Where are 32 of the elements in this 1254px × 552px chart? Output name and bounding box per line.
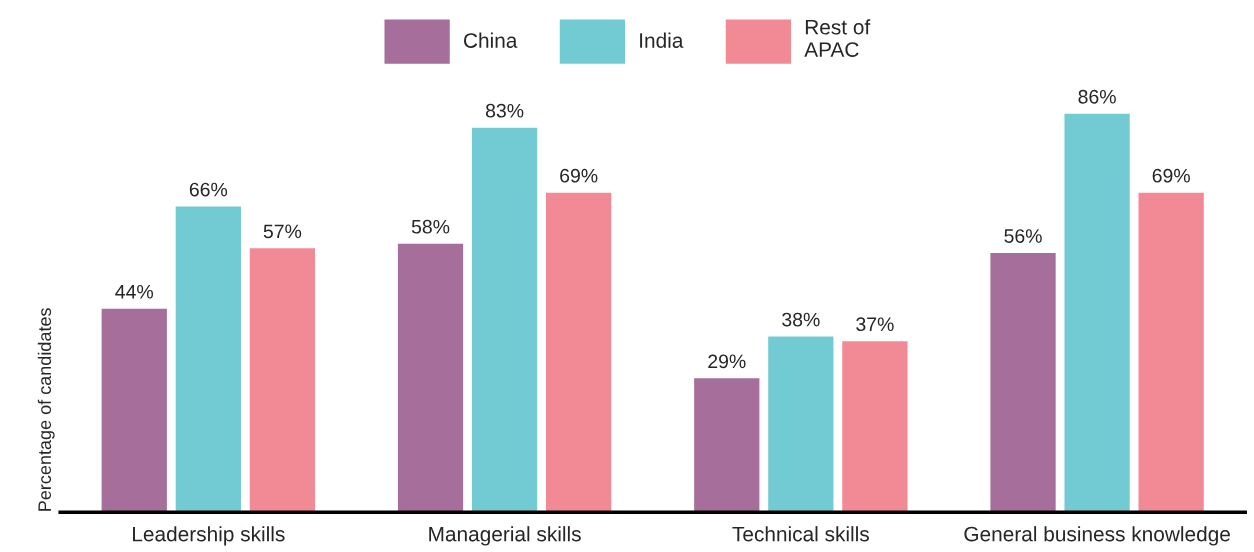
data-label: 38% xyxy=(782,312,820,327)
data-label: 56% xyxy=(1004,229,1042,243)
bar xyxy=(1137,191,1206,513)
bar xyxy=(989,251,1058,513)
bar xyxy=(544,191,613,513)
data-label: 83% xyxy=(485,103,524,118)
bar xyxy=(100,307,169,513)
data-label: 69% xyxy=(1152,168,1190,183)
y-axis-title: Percentage of candidates xyxy=(37,308,55,511)
bar xyxy=(248,246,317,513)
x-tick-label: Leadership skills xyxy=(133,526,285,546)
data-label: 29% xyxy=(708,354,746,369)
bar xyxy=(396,242,465,513)
bar xyxy=(174,205,243,513)
x-tick-label: Managerial skills xyxy=(429,526,581,546)
legend-label: China xyxy=(464,32,518,48)
x-tick-label: Technical skills xyxy=(732,526,869,542)
legend-label: India xyxy=(640,32,684,48)
data-label: 58% xyxy=(411,219,450,234)
data-label: 44% xyxy=(115,284,154,299)
bar xyxy=(766,335,835,513)
data-label: 66% xyxy=(189,182,228,197)
x-tick-label: General business knowledge xyxy=(964,526,1230,546)
bar xyxy=(692,376,761,513)
data-label: 37% xyxy=(856,317,894,332)
data-label: 69% xyxy=(560,168,598,183)
data-label: 86% xyxy=(1078,89,1116,104)
legend-label: Rest of APAC xyxy=(804,19,871,57)
bar xyxy=(840,339,909,513)
bar xyxy=(1063,112,1132,513)
data-label: 57% xyxy=(263,224,302,239)
bar xyxy=(470,126,539,513)
